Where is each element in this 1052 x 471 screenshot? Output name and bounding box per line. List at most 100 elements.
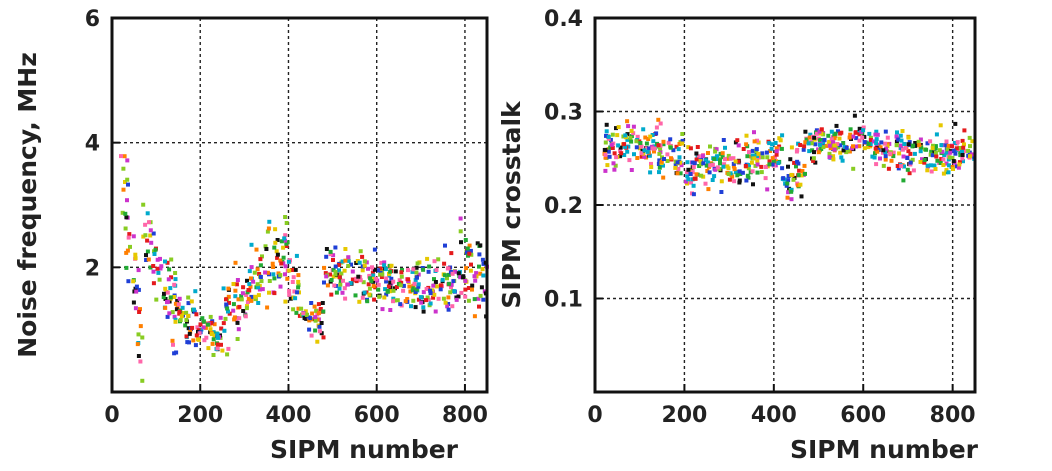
data-point <box>184 318 189 322</box>
data-point <box>786 190 791 195</box>
data-point <box>902 142 907 146</box>
data-point <box>968 154 972 159</box>
data-point <box>878 145 883 150</box>
data-point <box>838 143 843 148</box>
data-point <box>291 275 296 280</box>
data-point <box>388 308 393 312</box>
data-point <box>832 136 837 141</box>
data-point <box>939 143 944 148</box>
data-point <box>957 160 962 165</box>
noise-y-axis-label: Noise frequency, MHz <box>13 52 42 358</box>
data-point <box>307 327 312 332</box>
data-point <box>434 284 439 289</box>
data-point <box>880 150 885 155</box>
data-point <box>180 305 185 310</box>
data-point <box>272 276 277 281</box>
data-point <box>246 288 251 292</box>
data-point <box>370 265 374 270</box>
data-point <box>714 157 719 161</box>
data-point <box>384 279 389 284</box>
data-point <box>388 280 393 285</box>
data-point <box>145 249 150 254</box>
data-point <box>626 124 631 129</box>
data-point <box>818 138 823 142</box>
data-point <box>458 275 463 280</box>
data-point <box>786 174 791 178</box>
data-point <box>477 304 481 309</box>
data-point <box>151 281 156 286</box>
data-point <box>851 134 856 139</box>
data-point <box>138 307 142 312</box>
data-point <box>920 157 924 162</box>
data-point <box>802 163 807 168</box>
data-point <box>769 146 774 151</box>
data-point <box>728 156 733 161</box>
data-point <box>236 297 241 302</box>
data-point <box>283 233 288 238</box>
data-point <box>737 180 742 185</box>
data-point <box>759 164 764 169</box>
data-point <box>618 154 623 159</box>
data-point <box>421 267 426 272</box>
data-point <box>281 255 286 260</box>
data-point <box>928 139 933 144</box>
data-point <box>374 276 378 281</box>
data-point <box>888 151 893 156</box>
data-point <box>224 297 228 302</box>
data-point <box>628 136 633 140</box>
data-point <box>657 151 662 156</box>
data-point <box>208 314 213 319</box>
data-point <box>933 144 938 149</box>
data-point <box>922 160 927 165</box>
data-point <box>710 178 715 182</box>
data-point <box>312 304 317 309</box>
data-point <box>756 151 761 156</box>
data-point <box>808 132 813 137</box>
data-point <box>472 314 477 319</box>
data-point <box>912 151 917 156</box>
data-point <box>918 160 923 164</box>
data-point <box>627 158 632 163</box>
data-point <box>161 295 166 300</box>
data-point <box>647 153 652 158</box>
data-point <box>686 177 691 182</box>
data-point <box>826 133 831 138</box>
y-tick-label: 0.1 <box>544 288 583 313</box>
data-point <box>442 261 447 266</box>
data-point <box>812 150 816 155</box>
data-point <box>795 183 800 188</box>
data-point <box>945 147 950 152</box>
data-point <box>184 310 189 315</box>
data-point <box>146 257 151 262</box>
data-point <box>960 156 965 161</box>
data-point <box>944 161 949 166</box>
x-tick-label: 0 <box>104 403 119 428</box>
data-point <box>383 287 388 292</box>
data-point <box>737 169 742 174</box>
data-point <box>293 267 298 272</box>
data-point <box>854 136 859 141</box>
data-point <box>237 316 242 321</box>
data-point <box>358 278 363 283</box>
data-point <box>301 313 306 318</box>
data-point <box>148 228 153 233</box>
data-point <box>388 269 393 274</box>
data-point <box>246 296 251 301</box>
data-point <box>968 144 972 149</box>
data-point <box>434 268 439 272</box>
data-point <box>694 151 699 156</box>
data-point <box>210 341 215 346</box>
data-point <box>841 141 846 145</box>
data-point <box>720 151 725 156</box>
data-point <box>372 297 377 302</box>
data-point <box>260 287 265 292</box>
data-point <box>654 131 659 136</box>
data-point <box>832 133 837 138</box>
data-point <box>885 135 890 140</box>
data-point <box>233 288 238 293</box>
data-point <box>865 145 870 150</box>
data-point <box>295 290 300 295</box>
data-point <box>147 220 151 225</box>
data-point <box>255 282 260 287</box>
data-point <box>440 277 445 282</box>
